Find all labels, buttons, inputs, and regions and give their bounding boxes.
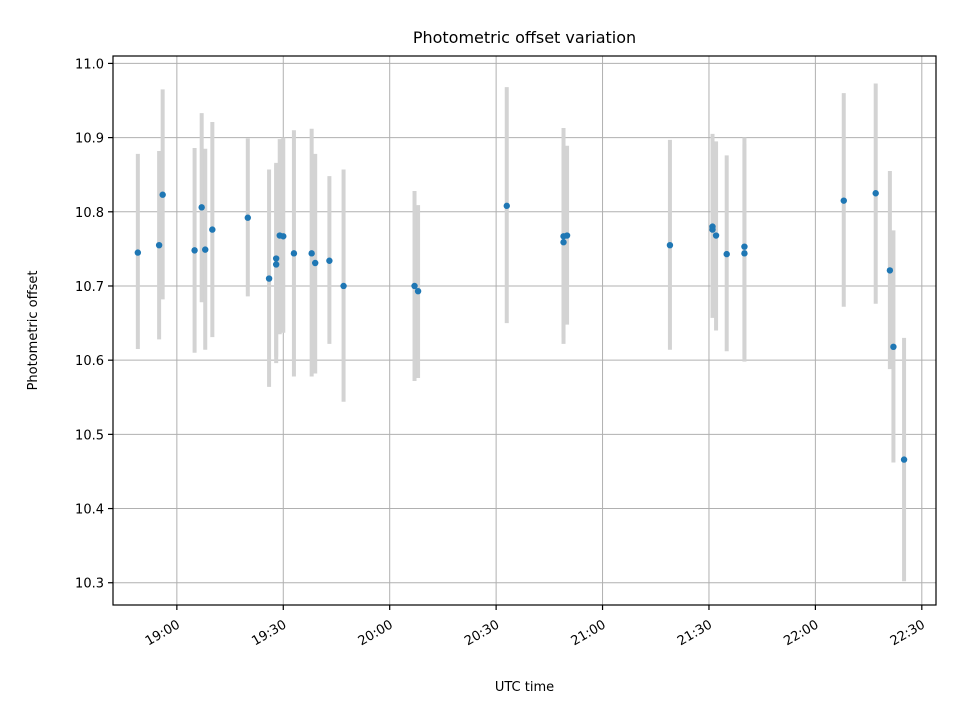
x-tick-label: 21:00 [569,617,609,649]
data-point [198,204,205,211]
x-tick-label: 19:00 [143,617,183,649]
x-axis-ticks: 19:00 19:30 20:00 20:30 21:00 21:30 22:00 22:30 [143,605,928,649]
x-tick-label: 20:00 [356,617,396,649]
data-point [886,267,894,274]
data-point [272,261,280,268]
y-tick-label: 10.4 [75,503,104,518]
data-point [840,197,847,204]
data-point [308,250,315,257]
y-axis-ticks: 10.3 10.4 10.5 10.6 10.7 10.8 10.9 11.0 [75,57,113,592]
data-point [560,239,567,246]
data-point [134,249,142,256]
data-point [326,257,333,264]
x-axis-label: UTC time [495,680,554,695]
error-bars [135,83,907,582]
data-point [155,241,163,249]
y-tick-label: 10.5 [75,428,104,443]
x-tick-label: 21:30 [675,617,715,649]
x-tick-label: 22:30 [888,617,928,649]
data-point [712,232,720,239]
data-point [741,243,748,250]
y-tick-label: 10.6 [75,354,104,369]
data-point [272,255,280,262]
data-point [563,232,571,239]
data-points [134,190,908,463]
chart-title: Photometric offset variation [413,28,636,47]
data-point [209,226,216,233]
y-tick-label: 11.0 [75,57,104,72]
data-point [202,246,209,253]
data-point [280,233,287,240]
data-point [312,259,319,267]
y-axis-label: Photometric offset [26,271,41,391]
data-point [191,247,198,254]
data-point [414,287,422,295]
data-point [709,226,716,233]
x-tick-label: 20:30 [462,617,502,649]
x-tick-label: 19:30 [249,617,289,649]
x-tick-label: 22:00 [781,617,821,649]
data-point [890,343,897,351]
data-point [872,190,879,197]
data-point [723,250,730,258]
data-point [290,250,298,257]
data-point [503,202,510,210]
data-point [411,282,418,290]
data-point [741,250,748,257]
y-tick-label: 10.7 [75,280,104,295]
data-point [265,275,273,282]
y-tick-label: 10.8 [75,206,104,221]
data-point [666,241,674,249]
data-point [900,456,908,463]
y-tick-label: 10.9 [75,132,104,147]
data-point [244,214,252,221]
data-point [159,191,166,198]
y-tick-label: 10.3 [75,577,104,592]
data-point [340,282,347,290]
plot-frame [112,55,937,606]
grid-lines [113,56,936,605]
